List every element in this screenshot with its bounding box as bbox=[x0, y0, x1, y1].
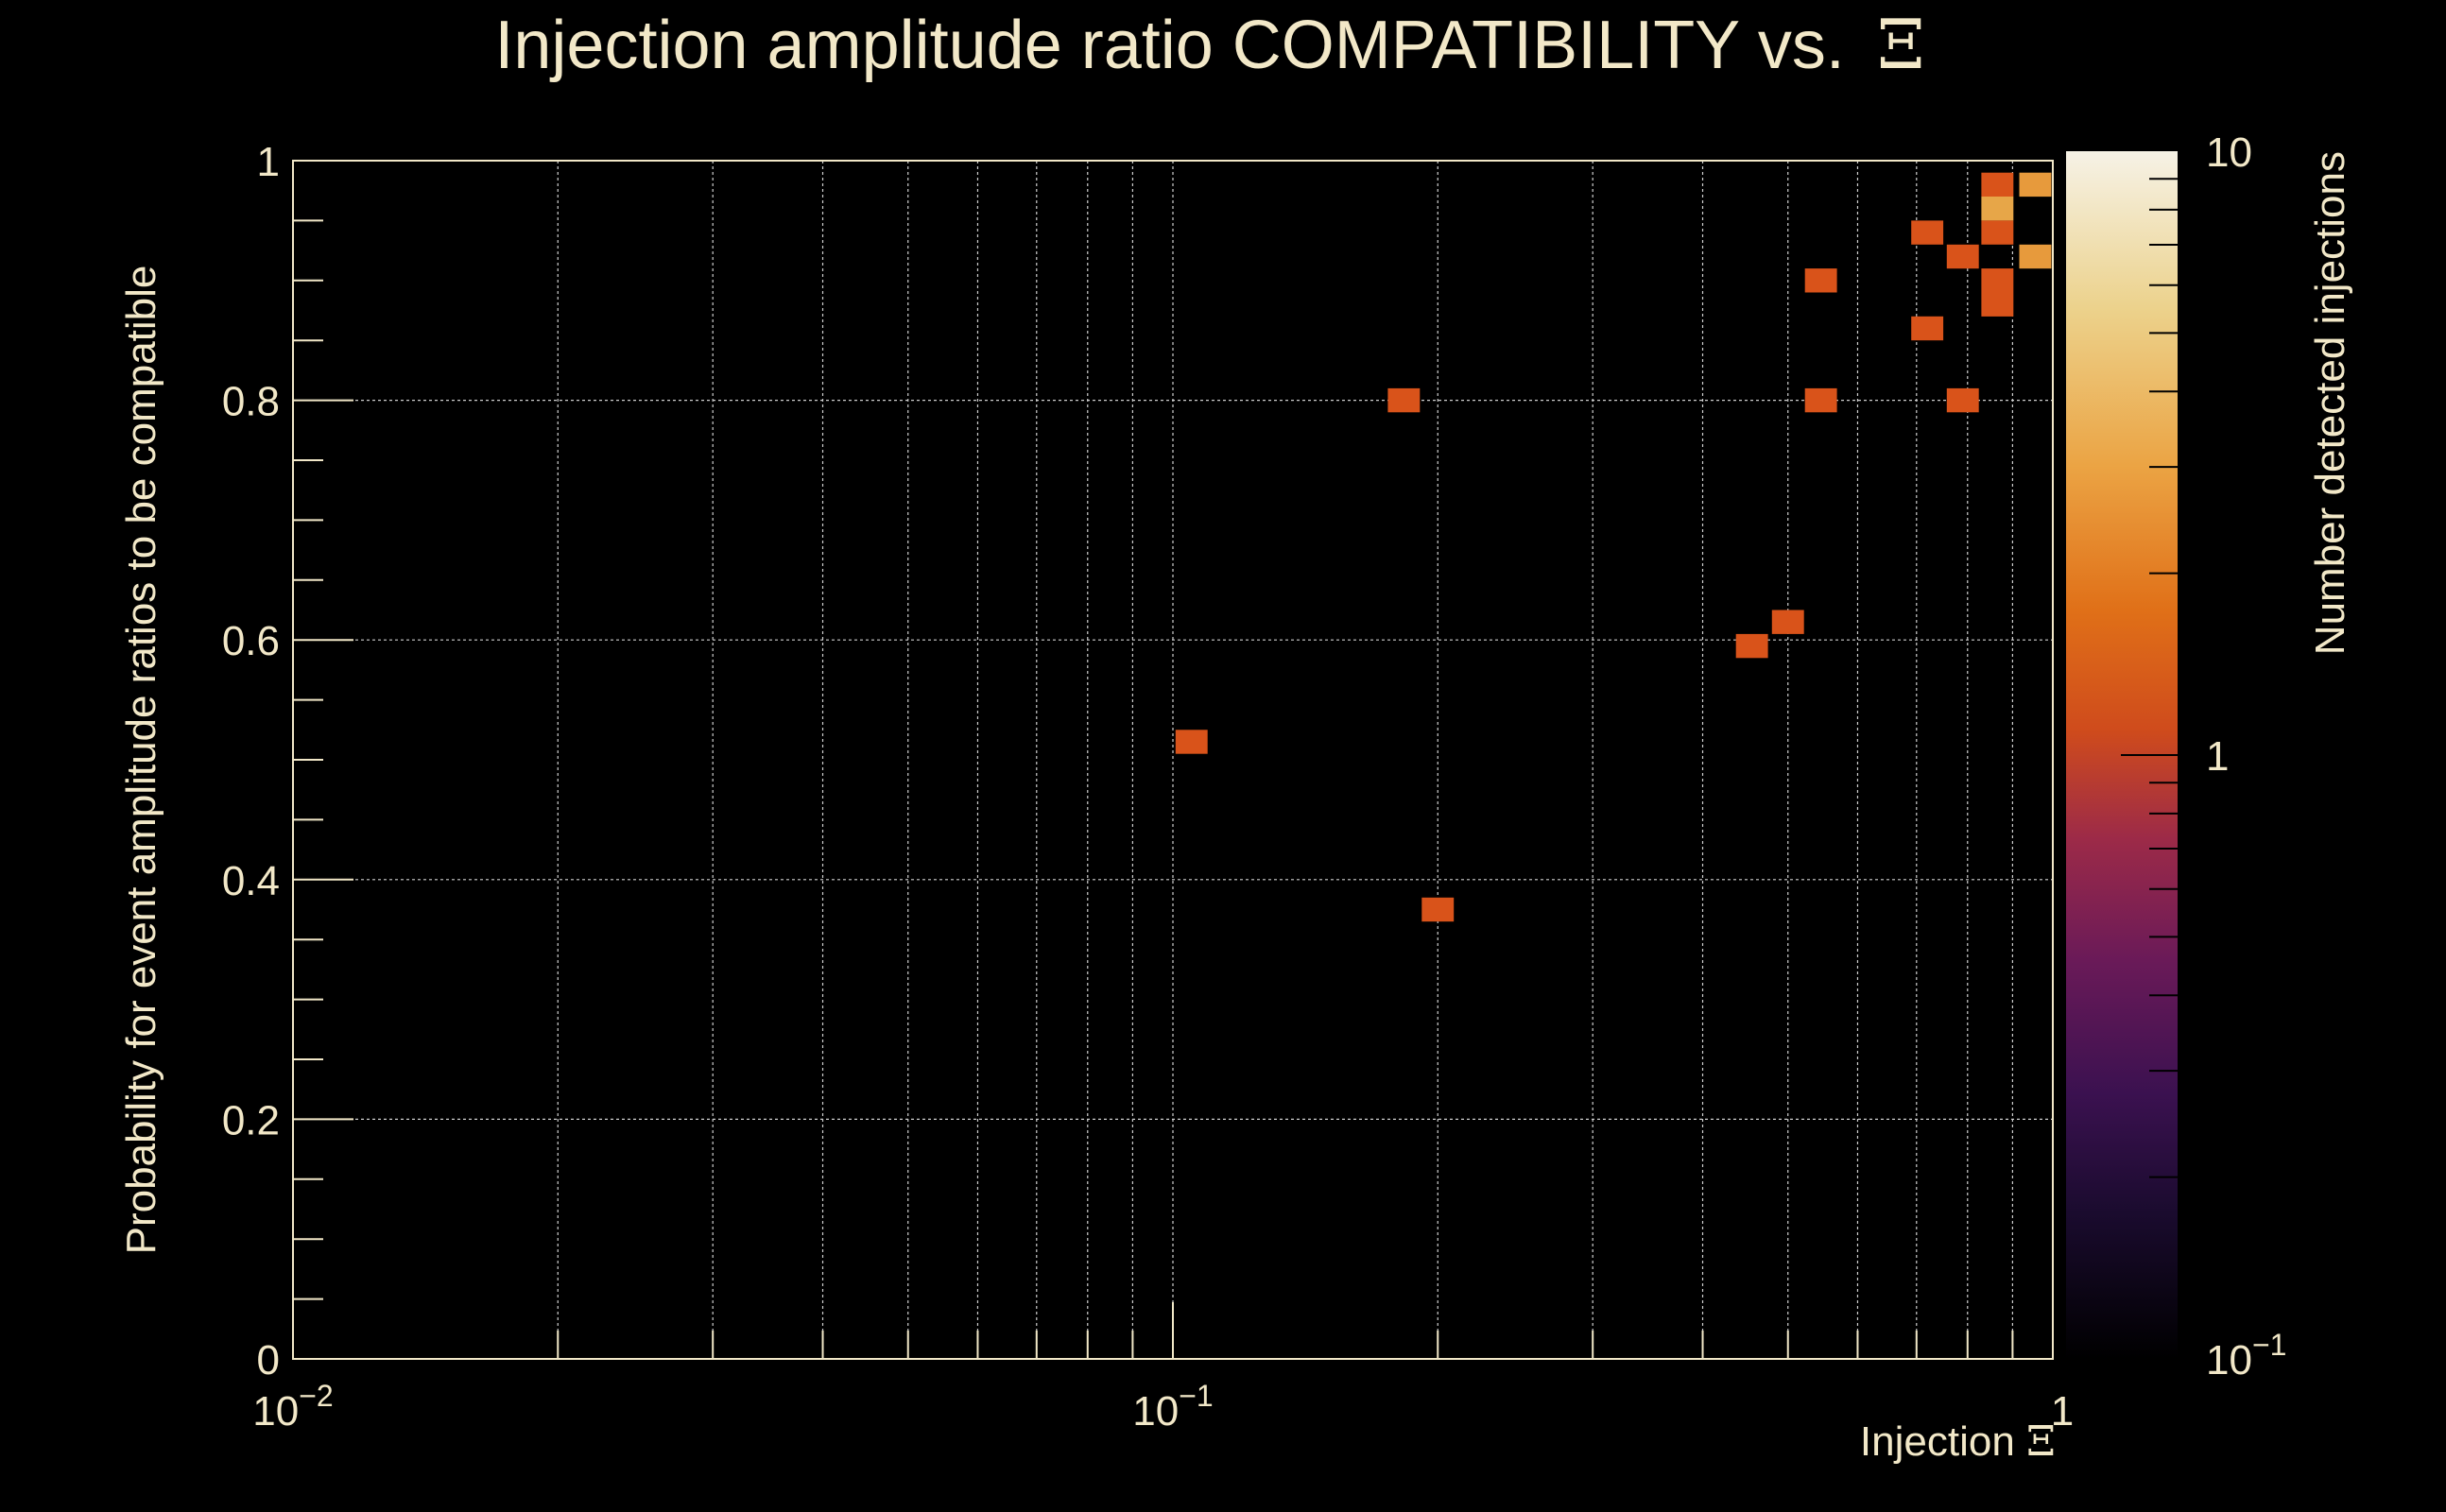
heatmap-cell bbox=[1981, 173, 2013, 197]
heatmap-cell bbox=[1805, 268, 1837, 292]
heatmap-cell bbox=[1736, 634, 1768, 658]
heatmap-cell bbox=[1421, 898, 1454, 921]
heatmap-cell bbox=[1947, 245, 1979, 268]
heatmap-cell bbox=[2020, 245, 2052, 268]
title-symbol: Ξ bbox=[1877, 5, 1925, 84]
y-tick-label: 0.6 bbox=[222, 618, 280, 664]
grid bbox=[293, 161, 2053, 1359]
heatmap-cell bbox=[1947, 388, 1979, 412]
y-tick-label: 0.2 bbox=[222, 1097, 280, 1143]
color-scale-label: Number detected injections bbox=[2307, 151, 2353, 655]
heatmap-cells bbox=[1176, 173, 2052, 922]
y-axis-label: Probability for event amplitude ratios t… bbox=[118, 266, 164, 1255]
z-tick-label: 10 bbox=[2206, 129, 2252, 176]
heatmap-cell bbox=[1911, 220, 1943, 244]
heatmap-cell bbox=[1981, 197, 2013, 220]
heatmap-cell bbox=[1911, 317, 1943, 340]
x-tick-label: 10−1 bbox=[1132, 1379, 1213, 1435]
heatmap-cell bbox=[1981, 293, 2013, 317]
chart-title: Injection amplitude ratio COMPATIBILITY … bbox=[494, 5, 1924, 84]
x-axis: 10−2 10−1 1 bbox=[252, 1302, 2074, 1435]
heatmap-cell bbox=[1387, 388, 1420, 412]
heatmap-cell bbox=[1176, 730, 1208, 753]
plot-frame bbox=[293, 161, 2053, 1359]
heatmap-cell bbox=[1805, 388, 1837, 412]
y-tick-label: 1 bbox=[257, 139, 280, 185]
heatmap-cell bbox=[1981, 220, 2013, 244]
z-tick-label: 1 bbox=[2206, 733, 2229, 780]
z-tick-label: 10−1 bbox=[2206, 1328, 2286, 1383]
heatmap-cell bbox=[2020, 173, 2052, 197]
y-tick-label: 0 bbox=[257, 1337, 280, 1383]
x-tick-label: 10−2 bbox=[252, 1379, 333, 1435]
x-axis-label: Injection Ξ bbox=[1860, 1418, 2056, 1466]
y-axis: 0 0.2 0.4 0.6 0.8 1 bbox=[222, 139, 353, 1383]
y-tick-label: 0.4 bbox=[222, 858, 280, 904]
heatmap-cell bbox=[1772, 610, 1804, 634]
y-tick-label: 0.8 bbox=[222, 379, 280, 425]
heatmap-cell bbox=[1981, 268, 2013, 292]
